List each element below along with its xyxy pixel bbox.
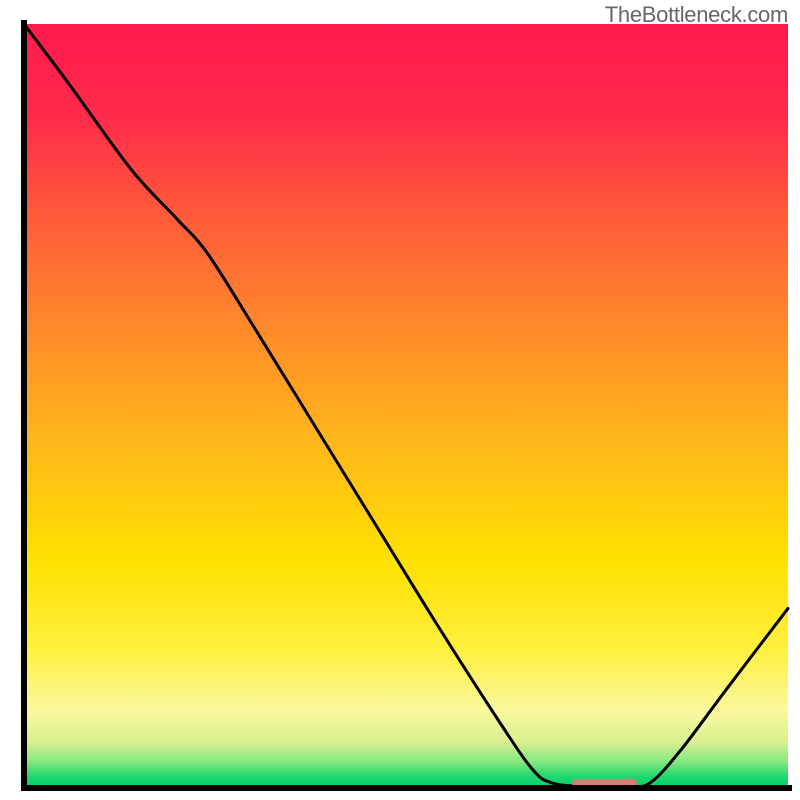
- bottleneck-chart: [0, 0, 800, 800]
- chart-svg: [0, 0, 800, 800]
- plot-background-gradient: [24, 24, 788, 788]
